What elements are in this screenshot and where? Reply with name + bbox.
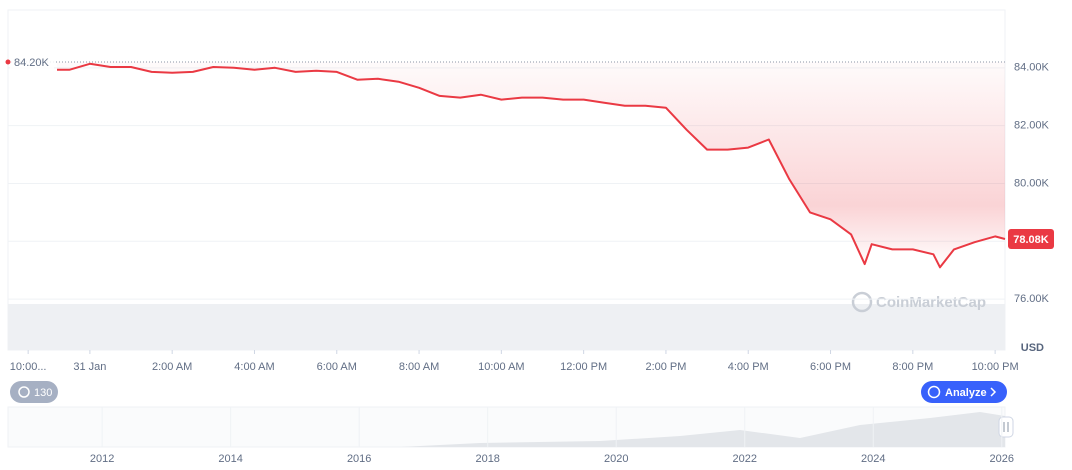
watermark-text: CoinMarketCap bbox=[876, 294, 986, 311]
badge[interactable]: 130 bbox=[10, 381, 58, 403]
button-text: Analyze bbox=[945, 387, 987, 399]
area-fill bbox=[56, 62, 1005, 268]
reference-marker bbox=[5, 59, 11, 65]
y-tick-label: 84.00K bbox=[1014, 62, 1050, 74]
x-tick-label: 10:00 AM bbox=[478, 361, 524, 373]
current-price-bg bbox=[1008, 228, 1054, 249]
x-tick-label: 31 Jan bbox=[73, 361, 106, 373]
x-tick-label: 10:00... bbox=[10, 361, 47, 373]
analyze-button[interactable]: Analyze bbox=[921, 381, 1007, 403]
y-unit: USD bbox=[1021, 342, 1044, 354]
reference-label-bg bbox=[10, 54, 54, 71]
current-price-label: 78.08K bbox=[1013, 234, 1049, 246]
x-tick-label: 2:00 PM bbox=[645, 361, 686, 373]
x-tick-label: 4:00 PM bbox=[728, 361, 769, 373]
y-tick-label: 80.00K bbox=[1014, 177, 1050, 189]
x-tick-label: 8:00 AM bbox=[399, 361, 439, 373]
navigator-tick-label: 2022 bbox=[733, 453, 757, 465]
badge-text: 130 bbox=[34, 387, 52, 399]
y-tick-label: 76.00K bbox=[1014, 293, 1050, 305]
navigator-tick-label: 2014 bbox=[218, 453, 242, 465]
x-tick-label: 2:00 AM bbox=[152, 361, 192, 373]
navigator-tick-label: 2018 bbox=[475, 453, 499, 465]
navigator-area bbox=[8, 412, 1005, 447]
navigator-tick-label: 2026 bbox=[990, 453, 1014, 465]
y-tick-label: 82.00K bbox=[1014, 120, 1050, 132]
reference-label: 84.20K bbox=[14, 57, 50, 69]
navigator-handle[interactable] bbox=[998, 416, 1014, 438]
navigator-tick-label: 2012 bbox=[90, 453, 114, 465]
navigator-tick-label: 2016 bbox=[347, 453, 371, 465]
volume-band bbox=[8, 304, 1005, 350]
x-tick-label: 10:00 PM bbox=[972, 361, 1019, 373]
x-tick-label: 8:00 PM bbox=[892, 361, 933, 373]
navigator-tick-label: 2020 bbox=[604, 453, 628, 465]
x-tick-label: 12:00 PM bbox=[560, 361, 607, 373]
x-tick-label: 6:00 AM bbox=[317, 361, 357, 373]
navigator-tick-label: 2024 bbox=[861, 453, 885, 465]
x-tick-label: 4:00 AM bbox=[234, 361, 274, 373]
watermark: CoinMarketCap bbox=[851, 291, 986, 313]
price-line bbox=[57, 62, 1006, 269]
x-tick-label: 6:00 PM bbox=[810, 361, 851, 373]
